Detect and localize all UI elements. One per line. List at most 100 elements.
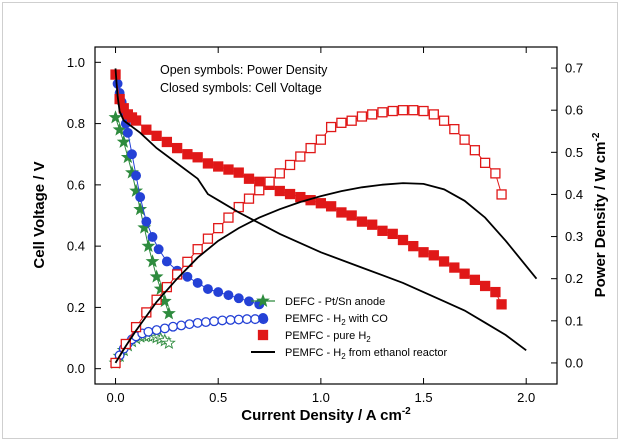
power-point [496,189,507,200]
series-layer [108,68,538,369]
power-point [184,319,195,330]
voltage-point [377,225,388,236]
voltage-point [192,277,203,288]
legend-label: PEMFC - H2 from ethanol reactor [285,347,448,361]
y2-tick-label: 0.7 [565,61,583,76]
voltage-point [459,268,470,279]
voltage-point [122,127,133,138]
power-point [274,168,285,179]
power-point [217,315,228,326]
voltage-point [129,183,144,197]
voltage-point [149,269,164,283]
y-tick-label: 0.0 [67,361,85,376]
annotation-open-symbols: Open symbols: Power Density [160,63,328,77]
voltage-point [153,244,164,255]
y2-tick-label: 0.5 [565,145,583,160]
voltage-point [161,256,172,267]
voltage-point [336,207,347,218]
power-point [161,335,176,350]
legend-marker [258,313,268,323]
y2-tick-label: 0.2 [565,271,583,286]
power-point [469,145,481,156]
voltage-point [408,240,419,252]
y2-tick-label: 0.6 [565,103,583,118]
x-tick-label: 1.0 [312,390,330,405]
voltage-point [213,161,224,172]
power-point [377,107,388,118]
voltage-point [367,219,378,230]
y2-axis-label: Power Density / W cm-2 [591,132,609,297]
y2-tick-label: 0.0 [565,355,583,370]
voltage-point [449,262,460,273]
power-point [110,357,121,369]
voltage-point [135,192,146,203]
legend-label: PEMFC - H2 with CO [285,313,388,327]
voltage-point [233,293,244,304]
power-point [315,134,327,145]
power-point [213,222,224,234]
power-point [254,185,265,196]
power-point [243,193,255,204]
y2-tick-label: 0.4 [565,187,583,202]
x-axis-label: Current Density / A cm-2 [241,406,411,424]
power-line [114,182,538,364]
voltage-point [346,210,357,221]
power-point [459,134,470,145]
voltage-point [233,167,244,178]
y-tick-label: 0.6 [67,177,85,192]
voltage-point [141,238,156,253]
voltage-point [490,286,501,298]
series-2 [110,69,507,369]
y-tick-label: 1.0 [67,55,85,70]
power-point [143,326,154,337]
voltage-point [274,185,285,197]
power-point [295,151,306,162]
voltage-point [223,164,234,175]
voltage-point [213,287,224,298]
voltage-point [161,306,176,320]
voltage-point [397,234,409,246]
power-point [356,111,368,122]
voltage-point [131,170,142,181]
voltage-point [127,149,137,160]
power-point [346,115,357,126]
power-point [336,117,347,128]
voltage-point [243,173,255,184]
annotation-closed-symbols: Closed symbols: Cell Voltage [160,81,322,95]
power-point [490,168,501,179]
x-tick-label: 0.0 [106,390,124,405]
x-tick-label: 2.0 [517,390,535,405]
voltage-line [114,68,527,352]
axis-ticks: 0.0 0.5 1.0 1.5 2.0 0.0 0.2 0.4 0.6 0.8 1.0 0.0 0.1 0… [67,47,583,405]
voltage-point [496,299,507,310]
voltage-point [192,152,203,163]
power-point [225,315,236,325]
power-point [241,314,252,325]
voltage-point [141,216,152,227]
power-point [367,109,378,120]
x-tick-label: 0.5 [209,390,227,405]
legend-label: PEMFC - pure H2 [285,330,371,344]
voltage-point [171,142,183,154]
y2-tick-label: 0.3 [565,229,583,244]
power-point [428,109,439,120]
power-point [325,121,337,133]
power-point [168,321,178,332]
power-point [264,176,275,187]
power-point [192,317,203,328]
x-tick-label: 1.5 [414,390,432,405]
legend-marker [256,293,270,307]
voltage-point [284,188,296,200]
series-3 [114,68,538,364]
power-point [387,105,398,117]
power-point [408,105,419,116]
y2-tick-label: 0.1 [565,313,583,328]
voltage-point [133,202,148,216]
voltage-point [315,198,327,209]
voltage-point [145,254,160,268]
voltage-point [202,158,214,169]
y-tick-label: 0.8 [67,116,85,131]
legend-marker [257,329,269,341]
voltage-point [418,247,429,258]
